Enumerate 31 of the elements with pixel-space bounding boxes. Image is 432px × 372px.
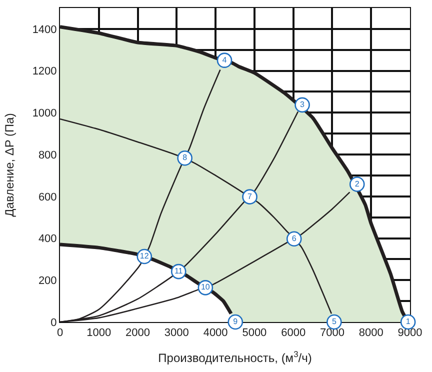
x-axis-title: Производительность, (м$^{3}$/ч) [158, 349, 312, 366]
y-tick-label: 800 [38, 149, 57, 162]
y-tick-label: 400 [38, 233, 57, 246]
annotation: 11 [174, 266, 184, 276]
annotation: 8 [182, 153, 188, 162]
annotation: 10 [200, 282, 210, 292]
annotation: 6 [292, 234, 297, 243]
annotation: 9 [233, 317, 238, 326]
y-tick-label: 1000 [32, 108, 57, 120]
annotation: 5 [332, 317, 337, 326]
annotation: 12 [140, 251, 150, 260]
x-tick-label: 6000 [281, 327, 306, 340]
annotation: 1 [406, 317, 411, 326]
x-tick-label: 8000 [358, 327, 384, 340]
y-tick-label: 600 [38, 191, 57, 204]
y-tick-label: 200 [38, 274, 57, 287]
x-tick-label: 1000 [86, 327, 112, 340]
y-tick-label: 0 [50, 316, 57, 329]
x-tick-label: 2000 [126, 327, 150, 340]
annotation: 3 [300, 100, 306, 109]
y-tick-label: 1400 [32, 24, 57, 36]
x-tick-label: 7000 [320, 327, 344, 340]
y-tick-label: 1200 [32, 66, 57, 78]
annotation: 7 [248, 192, 253, 201]
y-axis-title: Давление, ΔP (Па) [2, 113, 17, 217]
x-tick-label: 5000 [242, 327, 267, 340]
x-tick-label: 4000 [203, 327, 228, 340]
x-tick-label: 9000 [398, 327, 422, 340]
annotation: 4 [222, 55, 228, 64]
x-tick-label: 3000 [164, 327, 189, 340]
annotation: 2 [354, 179, 360, 188]
